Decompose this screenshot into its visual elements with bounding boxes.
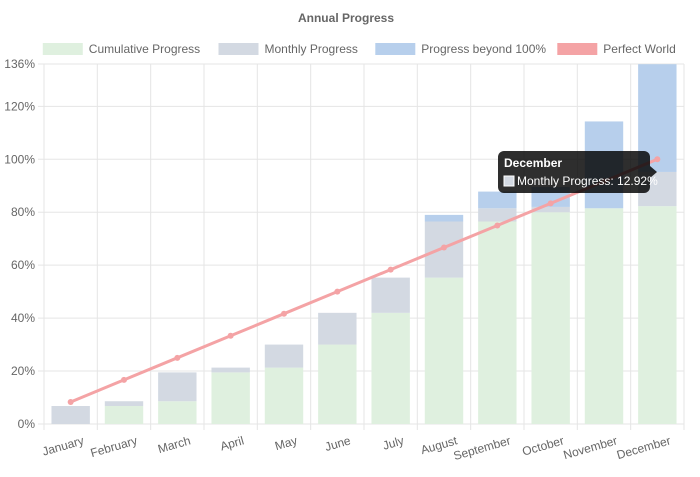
bar-monthly-progress-march[interactable]: [158, 372, 197, 402]
legend-swatch-perfect-world[interactable]: [557, 43, 598, 55]
legend-label-perfect-world[interactable]: Perfect World: [603, 42, 675, 56]
legend-label-progress-beyond-100[interactable]: Progress beyond 100%: [421, 42, 546, 56]
bar-monthly-progress-january[interactable]: [51, 406, 90, 424]
y-tick-label: 80%: [11, 205, 35, 219]
bar-monthly-progress-october[interactable]: [531, 206, 570, 213]
x-tick-label: November: [562, 433, 619, 462]
bar-cumulative-progress-august[interactable]: [424, 277, 464, 424]
point-perfect-world-june[interactable]: [334, 288, 341, 295]
legend-swatch-cumulative-progress[interactable]: [42, 43, 83, 55]
bar-monthly-progress-may[interactable]: [264, 344, 304, 368]
point-perfect-world-april[interactable]: [227, 332, 234, 339]
point-perfect-world-july[interactable]: [387, 266, 394, 273]
legend-swatch-progress-beyond-100[interactable]: [375, 43, 416, 55]
y-tick-label: 100%: [4, 152, 35, 166]
point-perfect-world-august[interactable]: [441, 244, 447, 251]
y-tick-label: 136%: [4, 57, 35, 71]
point-perfect-world-january[interactable]: [67, 398, 74, 405]
gridlines: [38, 63, 685, 430]
bar-cumulative-progress-september[interactable]: [478, 221, 517, 425]
point-perfect-world-march[interactable]: [174, 354, 181, 361]
bar-monthly-progress-june[interactable]: [318, 312, 357, 345]
bar-cumulative-progress-april[interactable]: [211, 372, 250, 424]
bar-cumulative-progress-october[interactable]: [531, 212, 570, 424]
bar-cumulative-progress-march[interactable]: [158, 401, 197, 424]
legend: Cumulative Progress Monthly Progress Progr…: [42, 42, 676, 56]
y-tick-label: 60%: [11, 258, 35, 272]
bar-monthly-progress-april[interactable]: [211, 367, 250, 373]
x-tick-label: June: [323, 433, 352, 454]
legend-label-cumulative-progress[interactable]: Cumulative Progress: [89, 42, 200, 56]
tooltip-title: December: [504, 156, 562, 170]
x-tick-label: February: [89, 433, 139, 460]
y-tick-label: 20%: [11, 364, 35, 378]
y-tick-label: 0%: [18, 417, 36, 431]
bar-cumulative-progress-may[interactable]: [264, 367, 304, 424]
x-tick-label: December: [615, 433, 672, 462]
tooltip-label: Monthly Progress: 12.92%: [517, 174, 658, 188]
bar-cumulative-progress-july[interactable]: [371, 312, 410, 424]
x-tick-label: April: [219, 433, 246, 453]
point-perfect-world-december[interactable]: [654, 156, 661, 163]
x-tick-label: January: [41, 433, 86, 458]
perfect-world-line: [67, 156, 661, 405]
point-perfect-world-october[interactable]: [547, 200, 554, 207]
y-tick-label: 40%: [11, 311, 35, 325]
bar-monthly-progress-september[interactable]: [478, 208, 517, 222]
bars: [51, 64, 677, 425]
tooltip-caret: [650, 166, 657, 178]
legend-label-monthly-progress[interactable]: Monthly Progress: [265, 42, 358, 56]
bar-monthly-progress-february[interactable]: [104, 401, 144, 406]
bar-cumulative-progress-june[interactable]: [318, 344, 357, 424]
bar-cumulative-progress-february[interactable]: [104, 406, 144, 424]
y-tick-label: 120%: [4, 99, 35, 113]
legend-swatch-monthly-progress[interactable]: [218, 43, 259, 55]
bar-cumulative-progress-december[interactable]: [638, 206, 677, 424]
x-tick-label: May: [273, 433, 299, 453]
point-perfect-world-may[interactable]: [281, 310, 287, 317]
bar-progress-beyond-100-september[interactable]: [478, 191, 517, 209]
tooltip: December Monthly Progress: 12.92%: [498, 151, 658, 193]
line-perfect-world: [70, 157, 658, 404]
chart-title: Annual Progress: [298, 11, 394, 25]
x-tick-label: October: [521, 433, 566, 458]
x-tick-label: July: [381, 433, 405, 452]
bar-monthly-progress-july[interactable]: [371, 277, 410, 313]
bar-cumulative-progress-november[interactable]: [584, 208, 624, 424]
tooltip-swatch: [503, 175, 515, 187]
point-perfect-world-september[interactable]: [494, 222, 501, 229]
point-perfect-world-february[interactable]: [121, 376, 127, 383]
tooltip-box: [498, 151, 650, 193]
x-tick-label: March: [156, 433, 192, 456]
x-tick-label: September: [452, 433, 512, 463]
bar-progress-beyond-100-august[interactable]: [424, 214, 464, 222]
